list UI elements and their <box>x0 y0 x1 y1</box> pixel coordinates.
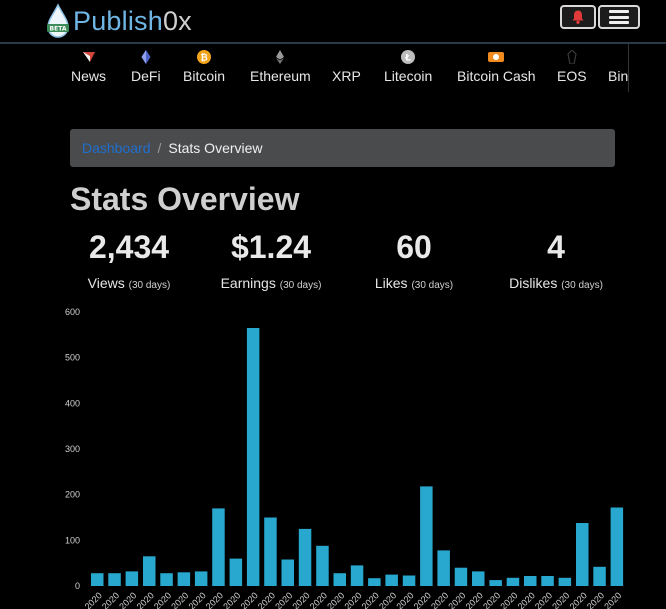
chart-bar[interactable] <box>454 567 468 586</box>
chart-bar[interactable] <box>125 571 139 586</box>
chart-bar[interactable] <box>281 559 295 587</box>
chart-bar[interactable] <box>160 573 173 586</box>
menu-button[interactable] <box>598 5 640 29</box>
chart-bar[interactable] <box>506 577 520 586</box>
chart-bar[interactable] <box>420 486 433 586</box>
chart-bar[interactable] <box>177 572 191 586</box>
y-tick-label: 500 <box>65 353 80 363</box>
y-tick-label: 200 <box>65 490 80 500</box>
chart-bar[interactable] <box>385 574 398 586</box>
category-eos[interactable]: EOS <box>557 50 587 84</box>
category-ethereum[interactable]: Ethereum <box>250 50 311 84</box>
x-tick-label: 2020 <box>602 590 623 609</box>
bitcoin-icon: ₿ <box>197 50 212 64</box>
breadcrumb-current: Stats Overview <box>168 140 263 156</box>
stat-views-value: 2,434 <box>88 229 170 265</box>
chart-bar[interactable] <box>402 575 416 587</box>
chart-bar[interactable] <box>246 328 260 586</box>
stat-dislikes: 4 Dislikes (30 days) <box>486 228 626 291</box>
stat-views-caption: Views (30 days) <box>87 275 171 291</box>
logo-text: Publish0x <box>73 5 192 36</box>
logo-drop-icon: BETA <box>47 3 69 38</box>
page-title: Stats Overview <box>70 181 300 217</box>
defi-icon <box>141 50 151 64</box>
y-tick-label: 100 <box>65 535 80 545</box>
stat-views: 2,434 Views (30 days) <box>59 228 199 291</box>
category-defi[interactable]: DeFi <box>131 50 161 84</box>
logo-badge: BETA <box>50 26 67 33</box>
stat-earnings: $1.24 Earnings (30 days) <box>201 228 341 291</box>
notifications-button[interactable] <box>560 5 596 29</box>
breadcrumb-separator: / <box>157 140 162 156</box>
chart-bar[interactable] <box>333 573 347 586</box>
chart-bar[interactable] <box>143 556 156 586</box>
xrp-icon <box>339 50 353 64</box>
chart-bar[interactable] <box>558 577 572 586</box>
chart-bar[interactable] <box>524 576 537 586</box>
chart-bar[interactable] <box>593 566 606 586</box>
stat-earnings-value: $1.24 <box>230 229 312 265</box>
nav-scroll-edge <box>628 44 639 92</box>
stat-earnings-caption: Earnings (30 days) <box>220 275 322 291</box>
news-icon <box>82 52 95 62</box>
chart-bar[interactable] <box>472 571 485 586</box>
chart-bar[interactable] <box>350 565 364 586</box>
chart-bar[interactable] <box>541 576 554 586</box>
category-nav: News DeFi ₿ Bitcoin Ethereum XRP Ł Litec… <box>0 50 628 90</box>
category-binance[interactable]: Bin <box>608 50 628 84</box>
stat-likes: 60 Likes (30 days) <box>344 228 484 291</box>
chart-bar[interactable] <box>108 573 121 586</box>
chart-bar[interactable] <box>264 517 277 587</box>
y-tick-label: 600 <box>65 307 80 317</box>
binance-icon <box>611 50 625 64</box>
litecoin-icon: Ł <box>401 50 416 64</box>
views-bar-chart: 6005004003002001000202020202020202020202… <box>65 307 624 609</box>
chart-bar[interactable] <box>91 573 104 586</box>
chart-bar[interactable] <box>194 571 208 586</box>
chart-bar[interactable] <box>316 545 329 586</box>
bitcoin-cash-icon <box>488 52 505 62</box>
chart-bar[interactable] <box>298 528 312 586</box>
breadcrumb: Dashboard / Stats Overview <box>70 129 615 167</box>
top-bar: BETA Publish0x <box>0 0 666 44</box>
svg-text:Ł: Ł <box>404 54 411 64</box>
chart-bar[interactable] <box>610 507 624 587</box>
chart-bar[interactable] <box>576 523 589 586</box>
y-tick-label: 400 <box>65 398 80 408</box>
category-xrp[interactable]: XRP <box>332 50 361 84</box>
breadcrumb-dashboard-link[interactable]: Dashboard <box>82 140 151 156</box>
stat-likes-caption: Likes (30 days) <box>374 275 454 291</box>
chart-bar[interactable] <box>489 580 502 586</box>
ethereum-icon <box>276 50 285 64</box>
bell-icon <box>572 10 584 24</box>
hamburger-icon <box>609 10 629 24</box>
category-bitcoin-cash[interactable]: Bitcoin Cash <box>457 50 536 84</box>
y-tick-label: 0 <box>75 581 80 591</box>
stat-dislikes-value: 4 <box>547 229 565 265</box>
logo[interactable]: BETA Publish0x <box>44 2 192 40</box>
chart-bar[interactable] <box>437 550 450 586</box>
y-tick-label: 300 <box>65 444 80 454</box>
category-bitcoin[interactable]: ₿ Bitcoin <box>183 50 225 84</box>
stat-dislikes-caption: Dislikes (30 days) <box>509 275 603 291</box>
stat-likes-value: 60 <box>396 229 432 265</box>
chart-bar[interactable] <box>229 558 243 586</box>
chart-bar[interactable] <box>212 508 225 586</box>
svg-text:₿: ₿ <box>200 53 207 64</box>
eos-icon <box>567 50 577 64</box>
category-news[interactable]: News <box>71 50 106 84</box>
category-litecoin[interactable]: Ł Litecoin <box>384 50 432 84</box>
chart-bar[interactable] <box>368 578 381 586</box>
